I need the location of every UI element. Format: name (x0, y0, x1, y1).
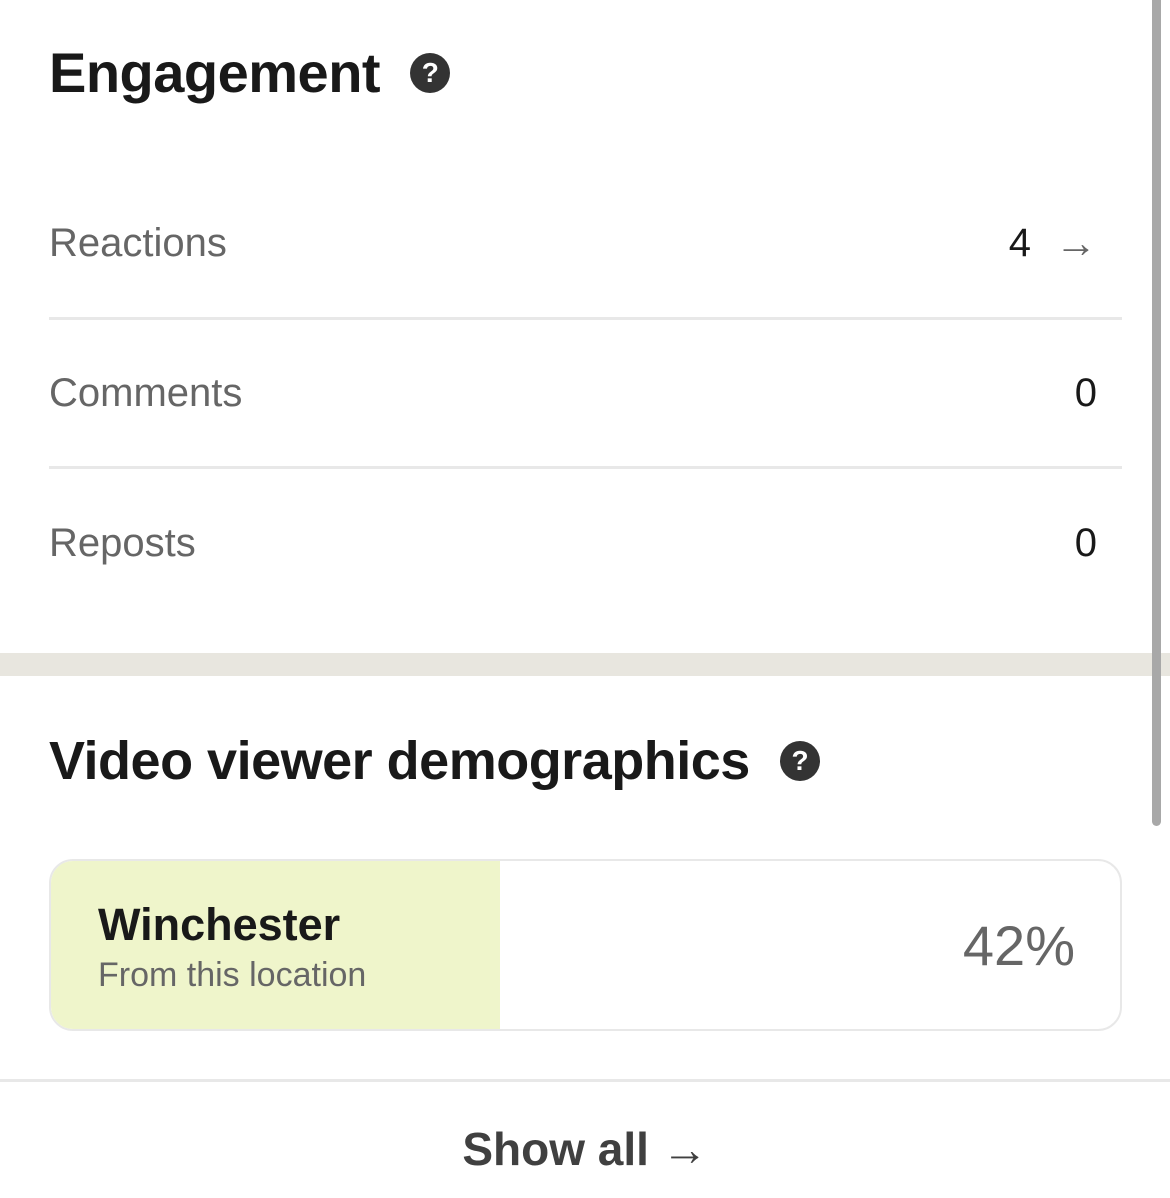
divider (49, 317, 1122, 320)
demographics-title: Video viewer demographics ? (49, 730, 820, 792)
help-icon[interactable]: ? (410, 52, 451, 93)
section-separator (0, 653, 1170, 676)
location-subtitle: From this location (98, 956, 367, 994)
engagement-title-text: Engagement (49, 41, 381, 104)
reactions-label: Reactions (49, 220, 227, 265)
comments-value: 0 (1074, 370, 1097, 415)
scrollbar[interactable] (1152, 0, 1161, 826)
divider (0, 1079, 1170, 1082)
percent-value: 42% (962, 914, 1075, 977)
show-all-label: Show all (462, 1123, 649, 1175)
engagement-title: Engagement ? (49, 40, 451, 105)
comments-row: Comments 0 (49, 363, 1097, 423)
arrow-right-icon: → (661, 1123, 708, 1175)
arrow-right-icon[interactable]: → (1055, 219, 1097, 266)
demographics-title-text: Video viewer demographics (49, 731, 750, 791)
reposts-label: Reposts (49, 520, 196, 565)
show-all-button[interactable]: Show all → (0, 1122, 1170, 1176)
divider (49, 466, 1122, 469)
reposts-row: Reposts 0 (49, 513, 1097, 573)
reactions-row[interactable]: Reactions 4 → (49, 213, 1097, 273)
percent-fill-bar (51, 861, 500, 1029)
comments-label: Comments (49, 370, 243, 415)
demographic-card: Winchester From this location 42% (49, 859, 1122, 1031)
help-icon[interactable]: ? (779, 741, 820, 781)
reactions-value: 4 (1008, 220, 1031, 265)
reposts-value: 0 (1074, 520, 1097, 565)
location-name: Winchester (98, 899, 341, 950)
